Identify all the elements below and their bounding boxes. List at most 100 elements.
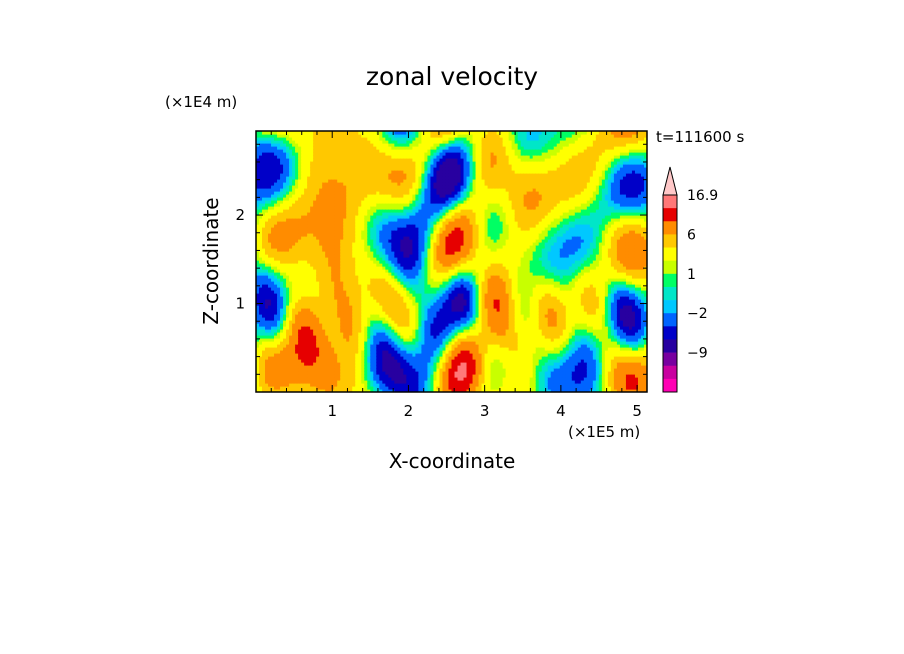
field-cell [292, 362, 296, 366]
field-cell [268, 248, 272, 252]
field-cell [403, 233, 407, 237]
field-cell [352, 182, 356, 186]
field-cell [283, 311, 287, 315]
field-cell [415, 158, 420, 162]
field-cell [295, 197, 299, 201]
field-cell [373, 164, 377, 168]
field-cell [421, 152, 426, 156]
field-cell [265, 272, 269, 276]
field-cell [322, 353, 326, 357]
field-cell [262, 389, 266, 392]
field-cell [322, 308, 326, 312]
field-cell [415, 203, 420, 207]
field-cell [283, 374, 287, 378]
field-cell [415, 359, 420, 363]
field-cell [403, 365, 407, 369]
field-cell [304, 287, 308, 291]
field-cell [331, 233, 335, 237]
field-cell [427, 383, 432, 387]
field-cell [337, 236, 341, 240]
field-cell [385, 182, 389, 186]
field-cell [343, 200, 347, 204]
field-cell [415, 206, 420, 210]
field-cell [349, 338, 353, 342]
field-cell [397, 341, 401, 345]
field-cell [292, 278, 296, 282]
field-cell [367, 272, 371, 276]
field-cell [265, 182, 269, 186]
field-cell [328, 380, 332, 384]
field-cell [307, 152, 311, 156]
field-cell [307, 356, 311, 360]
field-cell [391, 359, 395, 363]
field-cell [403, 263, 407, 267]
field-cell [334, 176, 338, 180]
field-cell [328, 215, 332, 219]
field-cell [256, 158, 260, 162]
field-cell [280, 224, 284, 228]
field-cell [271, 332, 275, 336]
field-cell [352, 338, 356, 342]
field-cell [304, 362, 308, 366]
field-cell [277, 320, 281, 324]
field-cell [346, 155, 350, 159]
field-cell [400, 260, 404, 264]
field-cell [331, 152, 335, 156]
field-cell [343, 137, 347, 141]
field-cell [334, 272, 338, 276]
field-cell [256, 296, 260, 300]
field-cell [364, 350, 368, 354]
field-cell [328, 335, 332, 339]
field-cell [421, 278, 426, 282]
field-cell [307, 293, 311, 297]
field-cell [388, 146, 392, 150]
field-cell [352, 266, 356, 270]
field-cell [400, 269, 404, 273]
field-cell [382, 182, 386, 186]
field-cell [343, 308, 347, 312]
field-cell [295, 302, 299, 306]
field-cell [313, 134, 317, 138]
field-cell [325, 173, 329, 177]
field-cell [310, 335, 314, 339]
field-cell [382, 149, 386, 153]
field-cell [403, 290, 407, 294]
field-cell [286, 194, 290, 198]
field-cell [298, 161, 302, 165]
field-cell [412, 197, 417, 201]
field-cell [412, 353, 417, 357]
field-cell [271, 230, 275, 234]
field-cell [313, 212, 317, 216]
field-cell [304, 227, 308, 231]
field-cell [394, 326, 398, 330]
field-cell [385, 314, 389, 318]
field-cell [262, 254, 266, 258]
field-cell [403, 302, 407, 306]
field-cell [298, 164, 302, 168]
field-cell [265, 347, 269, 351]
field-cell [427, 284, 432, 288]
field-cell [346, 299, 350, 303]
field-cell [292, 296, 296, 300]
field-cell [352, 323, 356, 327]
field-cell [268, 143, 272, 147]
field-cell [295, 188, 299, 192]
field-cell [397, 263, 401, 267]
field-cell [331, 389, 335, 392]
field-cell [400, 254, 404, 258]
field-cell [382, 269, 386, 273]
field-cell [319, 374, 323, 378]
field-cell [286, 302, 290, 306]
field-cell [355, 272, 359, 276]
field-cell [265, 341, 269, 345]
field-cell [346, 185, 350, 189]
field-cell [298, 311, 302, 315]
field-cell [295, 146, 299, 150]
field-cell [424, 131, 429, 135]
field-cell [406, 227, 410, 231]
field-cell [325, 341, 329, 345]
field-cell [301, 224, 305, 228]
field-cell [274, 230, 278, 234]
field-cell [286, 266, 290, 270]
field-cell [403, 245, 407, 249]
